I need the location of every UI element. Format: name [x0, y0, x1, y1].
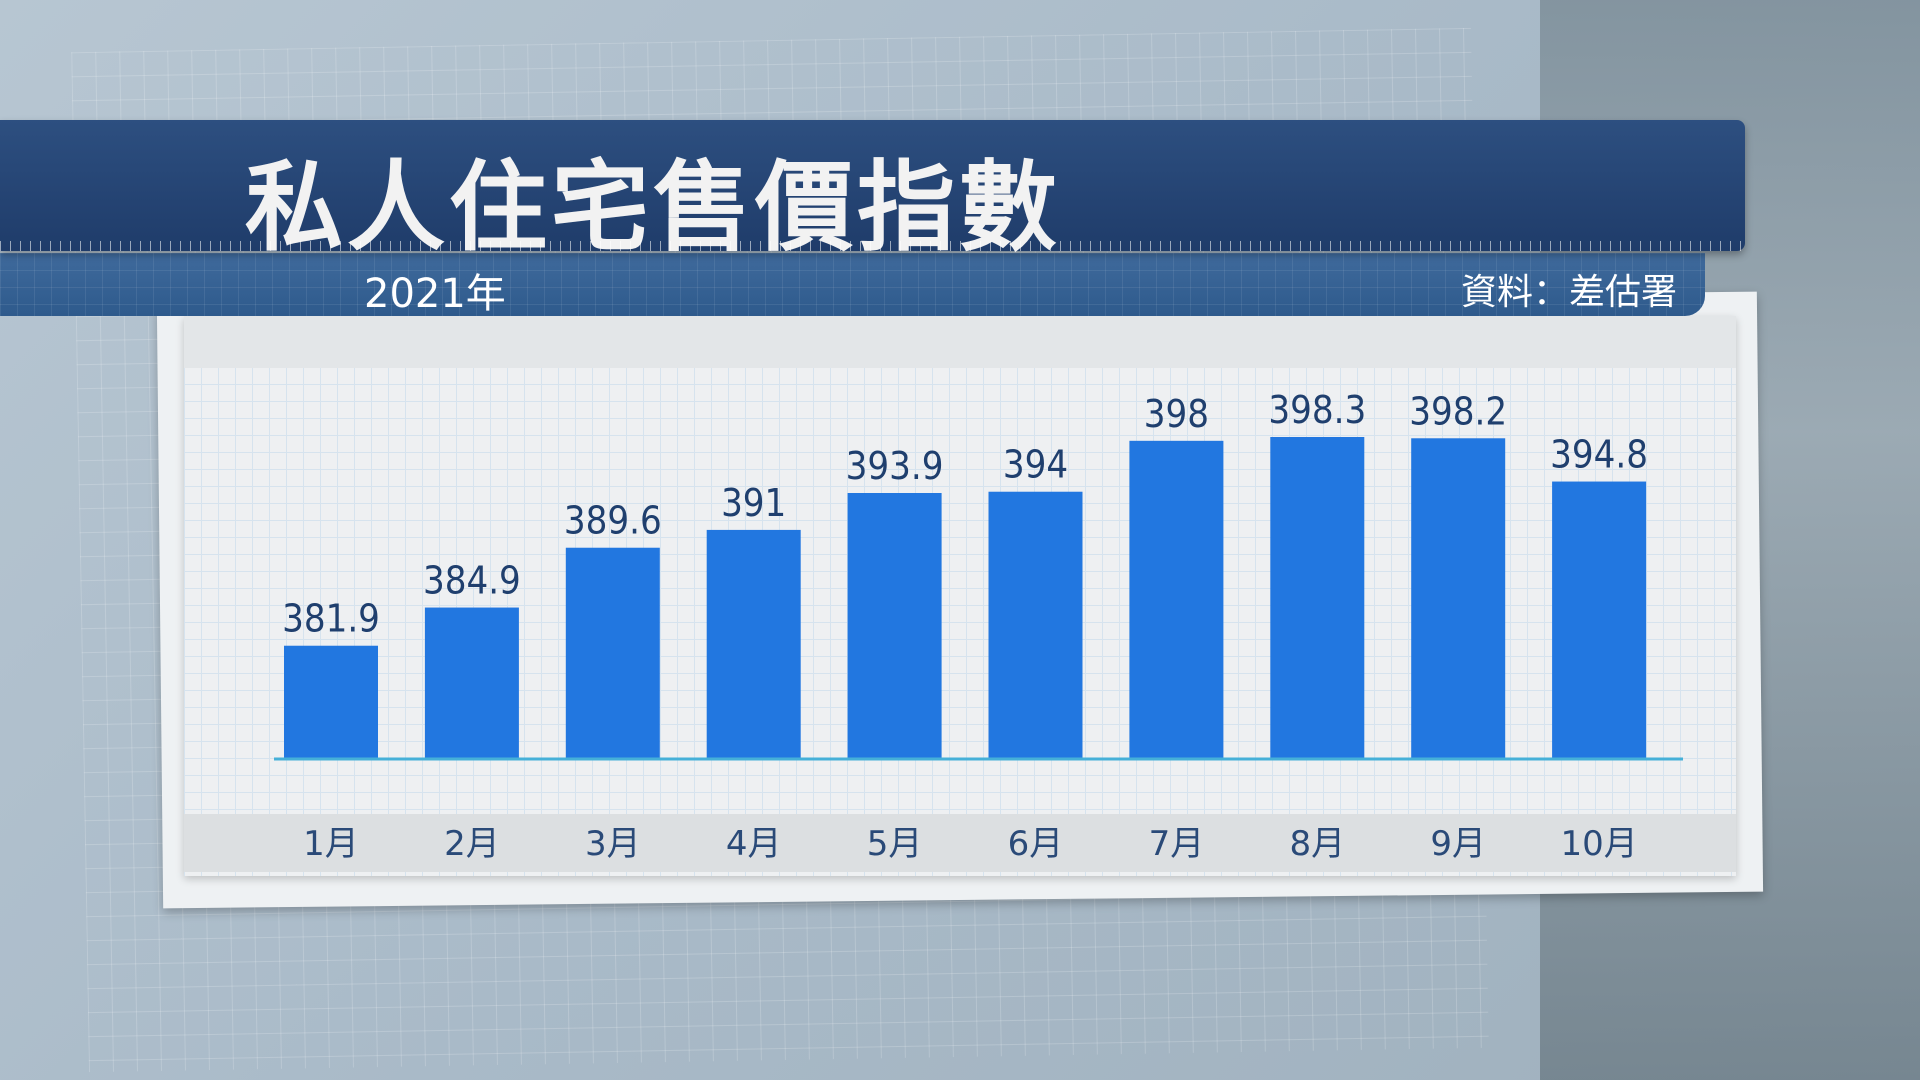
- bar: [988, 491, 1083, 759]
- data-label: 398.3: [1268, 388, 1366, 432]
- x-tick-label: 7月: [1149, 824, 1205, 864]
- data-label: 394.8: [1550, 433, 1648, 477]
- chart-year: 2021年: [364, 271, 506, 317]
- data-label: 398: [1144, 392, 1209, 436]
- data-label: 391: [721, 481, 786, 525]
- bar: [1129, 440, 1224, 759]
- data-label: 384.9: [423, 559, 521, 603]
- subtitle-band: 2021年 資料：差估署: [0, 253, 1705, 317]
- bar: [1270, 437, 1365, 759]
- bar: [424, 607, 519, 759]
- x-tick-label: 4月: [726, 824, 782, 864]
- paper-top-strip: [184, 316, 1736, 368]
- bar: [706, 529, 801, 759]
- source-label: 資料：差估署: [1460, 272, 1677, 313]
- data-label: 394: [1003, 443, 1068, 487]
- data-label: 398.2: [1409, 389, 1507, 433]
- bar: [1411, 438, 1506, 759]
- title-banner: 私人住宅售價指數: [0, 120, 1745, 265]
- x-tick-label: 10月: [1560, 824, 1637, 864]
- data-label: 393.9: [846, 444, 944, 488]
- x-tick-label: 1月: [303, 824, 359, 864]
- x-tick-label: 5月: [867, 824, 923, 864]
- bar: [1552, 481, 1647, 759]
- x-tick-label: 8月: [1289, 824, 1345, 864]
- x-tick-label: 2月: [444, 824, 500, 864]
- bar: [284, 645, 378, 759]
- data-label: 381.9: [282, 597, 380, 641]
- x-tick-label: 3月: [585, 824, 641, 864]
- x-tick-label: 6月: [1008, 824, 1064, 864]
- bar: [847, 493, 942, 759]
- data-label: 389.6: [564, 499, 662, 543]
- ruler-ticks: [0, 241, 1745, 251]
- month-label-band: [184, 814, 1736, 872]
- bar: [565, 547, 660, 759]
- x-tick-label: 9月: [1430, 824, 1486, 864]
